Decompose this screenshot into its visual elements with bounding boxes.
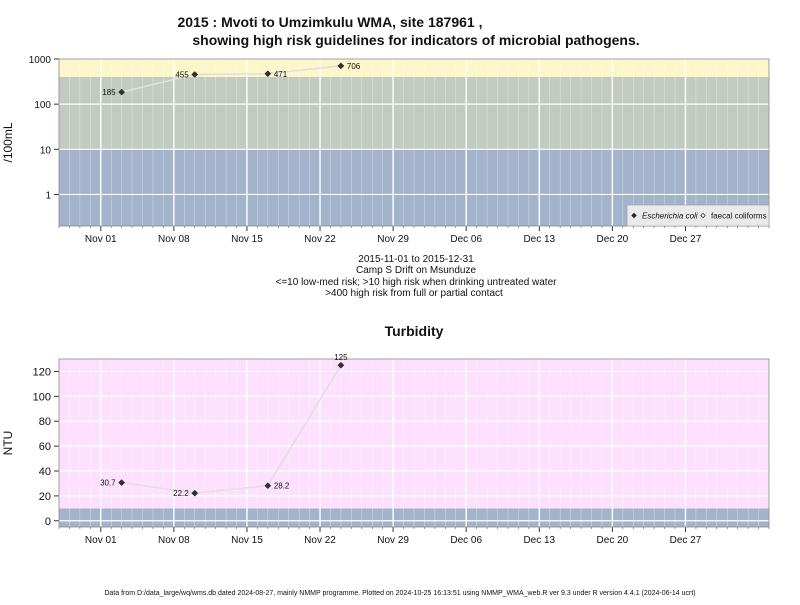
subtitle-high-risk-guideline: >400 high risk from full or partial cont… [325,288,503,299]
plot-frame [58,358,770,528]
legend-label: Escherichia coli [642,212,698,221]
y-tick-label: 1000 [29,55,52,66]
x-tick-label: Nov 22 [304,535,336,546]
data-point-marker [191,489,199,497]
subtitle-date-range: 2015-11-01 to 2015-12-31 [358,254,474,265]
y-tick-label: 1 [45,190,51,201]
plot-frame [58,58,770,227]
turbidity-title: Turbidity [385,323,444,339]
y-tick-label: 20 [39,491,51,503]
x-tick-label: Nov 15 [231,535,263,546]
y-tick-label: 80 [39,416,51,428]
y-tick-label: 100 [33,391,51,403]
subtitle-low-risk-guideline: <=10 low-med risk; >10 high risk when dr… [276,277,558,288]
legend-marker [700,212,706,219]
footer-note: Data from D:/data_large/wq/wms.db dated … [104,590,695,597]
data-point-marker [337,361,345,369]
data-point-marker [264,70,272,78]
subtitle-site-name: Camp S Drift on Msunduze [356,265,476,276]
y-tick-label: 40 [39,466,51,478]
legend-box [626,204,770,227]
data-point-marker [264,482,272,490]
y-tick-label: 120 [33,366,51,378]
x-tick-label: Nov 01 [85,234,117,245]
y-axis-label: /100mL [1,122,15,162]
x-tick-label: Dec 27 [670,234,702,245]
series-line [121,364,342,494]
x-tick-label: Nov 01 [85,535,117,546]
data-point-label: 22.2 [173,489,189,498]
x-tick-label: Nov 22 [304,234,336,245]
legend-label: faecal coliforms [711,212,767,221]
x-tick-label: Nov 08 [158,535,190,546]
data-point-marker [191,71,199,78]
x-tick-label: Dec 06 [450,234,482,245]
chart-title-line-2: showing high risk guidelines for indicat… [192,32,639,48]
y-tick-label: 60 [39,441,51,453]
data-point-label: 455 [175,70,189,79]
y-tick-label: 100 [34,100,51,111]
x-tick-label: Dec 20 [597,535,629,546]
x-tick-label: Nov 15 [231,234,263,245]
x-tick-label: Dec 13 [523,535,555,546]
data-point-label: 28.2 [274,482,290,491]
x-tick-label: Dec 06 [450,535,482,546]
y-axis-label: NTU [1,431,15,456]
x-tick-label: Nov 29 [377,535,409,546]
x-tick-label: Nov 08 [158,234,190,245]
data-point-label: 30.7 [100,479,116,488]
data-point-marker [118,479,126,486]
y-tick-label: 10 [40,145,52,156]
turbidity-chart-panel: Nov 01 Nov 08 Nov 15 Nov 22 Nov 29 Dec 06 Dec … [1,353,770,546]
chart-title-line-1: 2015 : Mvoti to Umzimkulu WMA, site 1879… [178,14,483,30]
series-line [121,65,341,93]
data-point-marker [118,88,126,96]
data-point-marker [337,62,345,70]
legend-marker [631,212,637,219]
data-point-label: 185 [102,88,116,97]
data-point-label: 471 [274,70,288,79]
y-tick-label: 0 [45,516,51,528]
data-point-label: 706 [347,62,361,71]
microbial-chart-panel: Nov 01 Nov 08 Nov 15 Nov 22 Nov 29 Dec 06 Dec … [1,55,770,245]
x-tick-label: Dec 13 [523,234,555,245]
x-tick-label: Dec 20 [597,234,629,245]
data-point-label: 125 [334,353,348,362]
x-tick-label: Dec 27 [670,535,702,546]
x-tick-label: Nov 29 [377,234,409,245]
